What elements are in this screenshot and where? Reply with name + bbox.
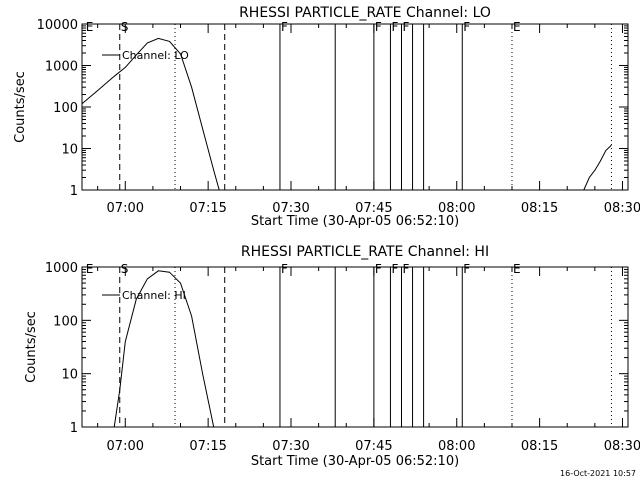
x-tick-label: 07:00 [107,439,144,454]
x-tick-label: 07:45 [355,201,392,216]
event-marker-label: E [513,20,521,34]
event-marker-label: F [375,20,382,34]
series-line [113,270,215,428]
event-marker-label: F [402,262,409,276]
event-marker-label: E [86,20,94,34]
x-tick-label: 07:45 [355,439,392,454]
y-tick-label: 1000 [45,60,78,75]
x-tick-label: 08:00 [438,439,475,454]
event-marker-label: F [391,262,398,276]
y-tick-label: 1 [70,421,78,436]
event-marker-label: F [375,262,382,276]
event-marker-label: F [402,20,409,34]
x-tick-label: 07:30 [272,439,309,454]
plot-frame [81,266,629,428]
y-tick-label: 1000 [45,261,78,276]
x-tick-label: 07:30 [272,201,309,216]
x-tick-label: 08:15 [521,439,558,454]
y-tick-label: 100 [53,101,78,116]
chart-title: RHESSI PARTICLE_RATE Channel: LO [239,5,491,21]
series-line-segment [583,144,612,191]
event-marker-label: F [281,262,288,276]
y-tick-label: 10000 [37,18,78,33]
y-tick-label: 10 [61,143,78,158]
footer-timestamp: 16-Oct-2021 10:57 [560,469,636,478]
event-marker-label: S [121,20,129,34]
event-marker-label: F [391,20,398,34]
x-tick-label: 07:15 [189,201,226,216]
x-tick-label: 07:15 [189,439,226,454]
event-marker-label: F [281,20,288,34]
x-tick-label: 08:30 [604,201,640,216]
x-axis-label: Start Time (30-Apr-05 06:52:10) [251,454,459,469]
x-tick-label: 07:00 [107,201,144,216]
y-tick-label: 10 [61,368,78,383]
y-tick-label: 100 [53,314,78,329]
event-marker-label: F [463,20,470,34]
series-line [81,37,220,191]
x-axis-label: Start Time (30-Apr-05 06:52:10) [251,214,459,229]
y-axis-label: Counts/sec [13,71,28,143]
x-tick-label: 08:00 [438,201,475,216]
legend-label: Channel: HI [122,289,186,302]
event-marker-label: E [86,262,94,276]
legend-label: Channel: LO [122,49,189,62]
y-tick-label: 1 [70,184,78,199]
x-tick-label: 08:30 [604,439,640,454]
chart-title: RHESSI PARTICLE_RATE Channel: HI [241,244,489,260]
y-axis-label: Counts/sec [24,311,39,383]
event-marker-label: F [463,262,470,276]
x-tick-label: 08:15 [521,201,558,216]
event-marker-label: E [513,262,521,276]
event-marker-label: S [121,262,129,276]
